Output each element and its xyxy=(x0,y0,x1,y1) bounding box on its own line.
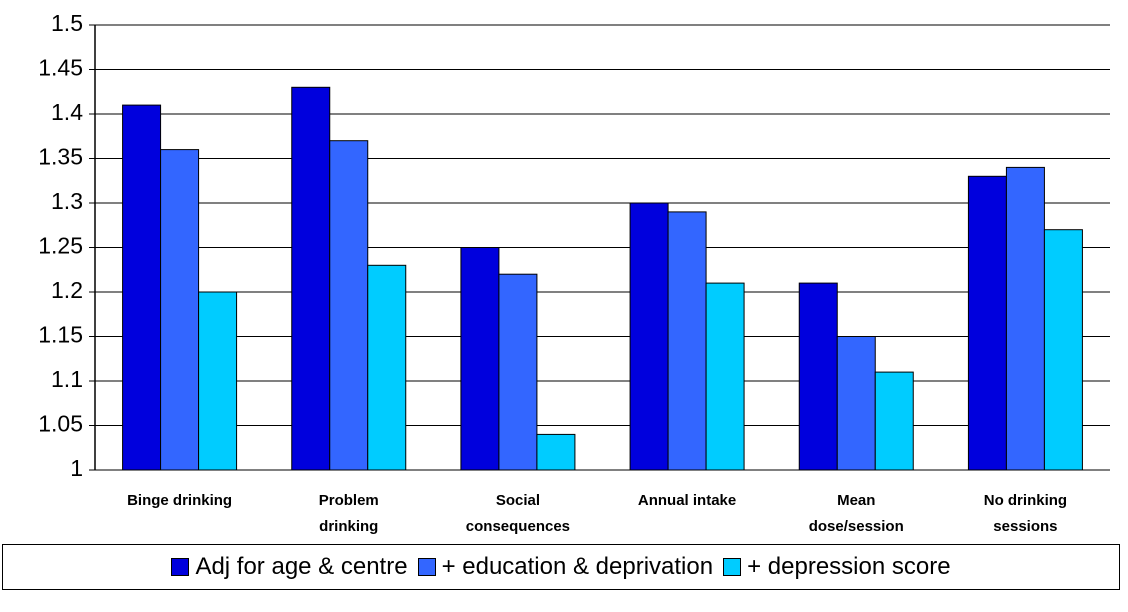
bar xyxy=(460,247,500,471)
bar xyxy=(667,211,707,471)
legend-label: Adj for age & centre xyxy=(195,553,408,580)
legend-swatch xyxy=(171,558,190,576)
x-tick-label: Problem drinking xyxy=(318,492,379,535)
y-tick-label: 1.35 xyxy=(38,144,83,170)
y-tick-label: 1.1 xyxy=(51,366,83,392)
bar xyxy=(798,282,838,471)
y-tick-label: 1.5 xyxy=(51,10,83,36)
x-tick-label: No drinking sessions xyxy=(983,492,1068,535)
y-tick-label: 1.25 xyxy=(38,233,83,259)
legend-item: Adj for age & centre xyxy=(171,553,408,581)
bar xyxy=(498,273,538,471)
x-tick-label: Social consequences xyxy=(465,492,571,535)
x-tick-label: Mean dose/session xyxy=(808,492,904,535)
x-tick-label: Annual intake xyxy=(637,492,737,509)
bar xyxy=(367,264,407,471)
bar xyxy=(629,202,669,471)
legend: Adj for age & centre + education & depriv… xyxy=(2,544,1120,590)
y-tick-label: 1.05 xyxy=(38,411,83,437)
bar xyxy=(874,371,914,471)
y-tick-label: 1.2 xyxy=(51,277,83,303)
bar xyxy=(198,291,238,471)
bar xyxy=(1005,166,1045,471)
bar xyxy=(1043,229,1083,471)
bar xyxy=(291,86,331,471)
chart: 1 1.05 1.1 1.15 1.2 1.25 1.3 1.35 1.4 1.45 1.5 xyxy=(38,10,1110,481)
x-tick-label: Binge drinking xyxy=(127,492,233,509)
legend-swatch xyxy=(417,558,436,576)
legend-item: + education & deprivation xyxy=(417,553,714,581)
y-tick-label: 1.4 xyxy=(51,99,83,125)
bar xyxy=(160,149,200,471)
y-tick-label: 1.15 xyxy=(38,322,83,348)
bar xyxy=(967,175,1007,471)
bar xyxy=(122,104,162,471)
y-tick-label: 1.45 xyxy=(38,55,83,81)
bar xyxy=(705,282,745,471)
bar xyxy=(329,140,369,471)
legend-swatch xyxy=(723,558,742,576)
bar xyxy=(836,336,876,471)
y-tick-label: 1 xyxy=(70,455,83,481)
bar xyxy=(536,433,576,471)
legend-item: + depression score xyxy=(723,553,951,581)
y-tick-label: 1.3 xyxy=(51,188,83,214)
legend-label: + depression score xyxy=(747,553,951,580)
legend-label: + education & deprivation xyxy=(441,553,714,580)
